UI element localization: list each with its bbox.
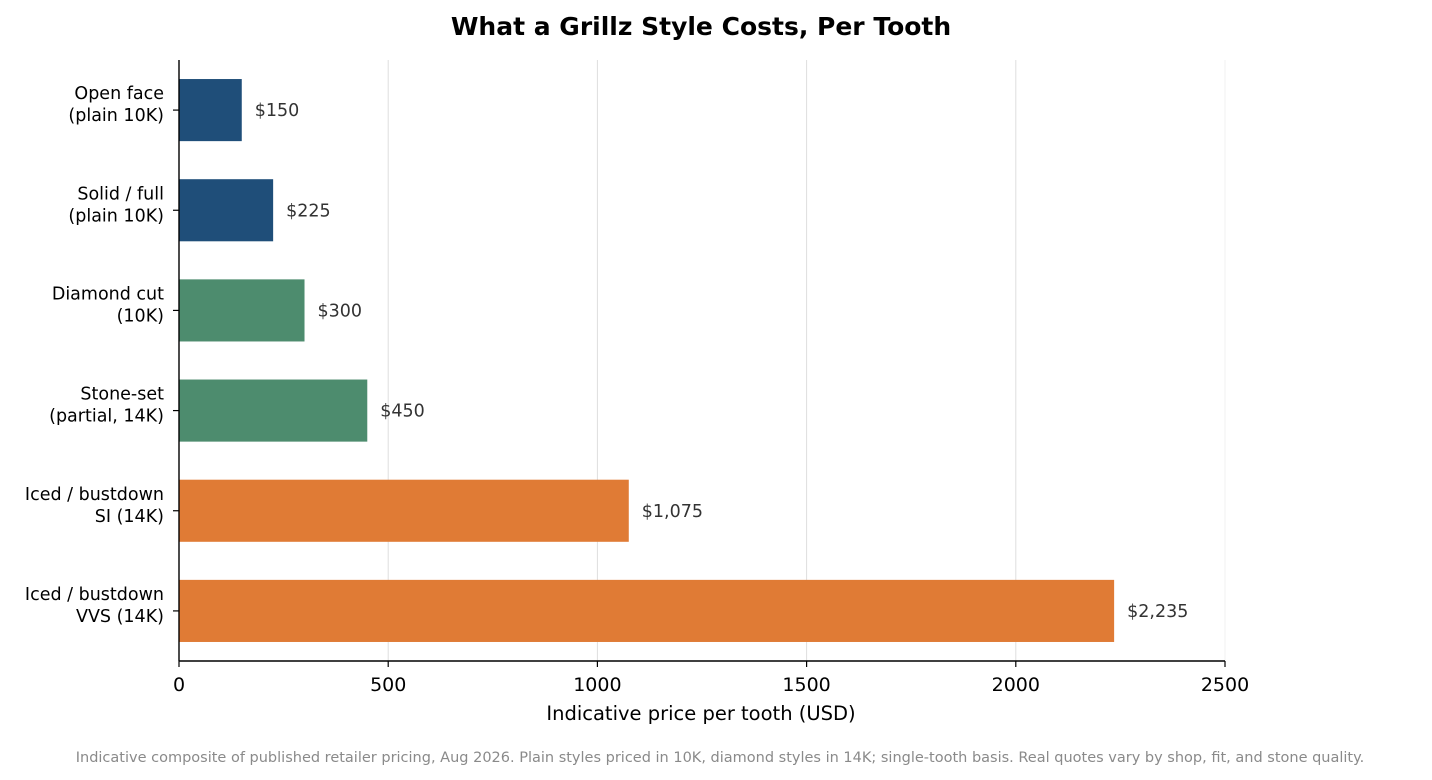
category-label-line: (plain 10K) xyxy=(68,206,164,226)
bar xyxy=(179,79,242,142)
category-label-line: SI (14K) xyxy=(95,507,164,527)
bar xyxy=(179,379,368,442)
x-tick-label: 2000 xyxy=(992,674,1040,696)
x-tick-label: 2500 xyxy=(1201,674,1249,696)
gridlines xyxy=(387,60,1226,661)
category-label-line: Diamond cut xyxy=(52,284,164,304)
footnote: Indicative composite of published retail… xyxy=(76,750,1365,766)
category-label: Open face (plain 10K) xyxy=(68,84,164,126)
bar xyxy=(179,579,1115,642)
category-label-line: Solid / full xyxy=(77,184,164,204)
category-label: Solid / full (plain 10K) xyxy=(68,184,164,226)
category-label-line: VVS (14K) xyxy=(76,607,164,627)
value-label: $1,075 xyxy=(642,502,703,522)
bars xyxy=(179,79,1115,642)
value-label: $300 xyxy=(318,301,363,321)
x-tick-label: 0 xyxy=(173,674,185,696)
category-label: Iced / bustdown VVS (14K) xyxy=(25,585,164,627)
category-label-line: Iced / bustdown xyxy=(25,585,164,605)
x-tick-label: 1500 xyxy=(782,674,830,696)
value-label: $150 xyxy=(255,101,300,121)
bar xyxy=(179,479,629,542)
chart-title: What a Grillz Style Costs, Per Tooth xyxy=(451,12,951,41)
value-labels: $150 $225 $300 $450 $1,075 $2,235 xyxy=(255,101,1189,622)
category-label-line: Open face xyxy=(74,84,164,104)
value-label: $450 xyxy=(380,402,425,422)
x-tick-label: 1000 xyxy=(573,674,621,696)
category-label-line: Iced / bustdown xyxy=(25,485,164,505)
category-label: Diamond cut (10K) xyxy=(52,284,164,326)
category-label: Stone-set (partial, 14K) xyxy=(49,385,164,427)
x-tick-label: 500 xyxy=(370,674,406,696)
value-label: $225 xyxy=(286,201,331,221)
x-axis-title: Indicative price per tooth (USD) xyxy=(546,702,855,725)
category-label-line: Stone-set xyxy=(80,385,164,405)
bar xyxy=(179,279,305,342)
category-label-line: (10K) xyxy=(117,306,164,326)
value-label: $2,235 xyxy=(1127,602,1188,622)
category-label: Iced / bustdown SI (14K) xyxy=(25,485,164,527)
bar xyxy=(179,179,274,242)
category-label-line: (partial, 14K) xyxy=(49,407,164,427)
category-label-line: (plain 10K) xyxy=(68,106,164,126)
